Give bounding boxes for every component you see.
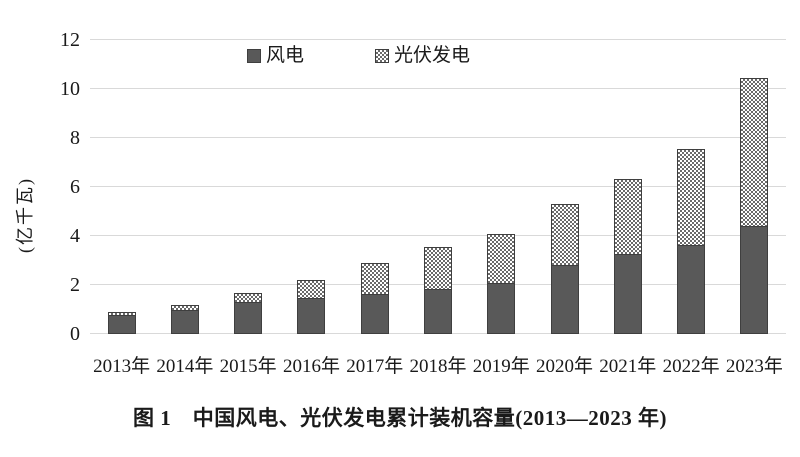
x-axis-label: 2015年 xyxy=(219,356,277,377)
bar-segment-solar xyxy=(487,233,516,284)
bar-stack xyxy=(677,149,706,334)
wind-swatch-icon xyxy=(247,48,261,63)
bar-segment-wind xyxy=(170,310,199,334)
legend-item-solar: 光伏发电 xyxy=(375,46,470,65)
bar-segment-wind xyxy=(424,288,452,334)
gridline xyxy=(90,137,786,138)
bar-stack xyxy=(424,247,452,334)
x-axis-label: 2013年 xyxy=(93,356,151,377)
gridline xyxy=(90,186,786,187)
figure-caption: 图 1 中国风电、光伏发电累计装机容量(2013—2023 年) xyxy=(133,406,667,430)
bar-stack xyxy=(613,179,642,334)
legend: 风电 光伏发电 xyxy=(247,46,470,65)
y-axis-tick-label: 0 xyxy=(70,323,80,345)
bar-stack xyxy=(550,204,579,334)
plot-area xyxy=(90,39,786,334)
bar-segment-wind xyxy=(613,253,642,334)
bar-segment-wind xyxy=(234,302,263,334)
x-axis-label: 2017年 xyxy=(346,356,404,377)
x-axis-label: 2016年 xyxy=(282,356,340,377)
bar-stack xyxy=(170,304,199,334)
bar-segment-wind xyxy=(487,282,516,334)
bar-segment-solar xyxy=(550,204,579,267)
bar-segment-wind xyxy=(360,293,389,334)
x-axis-label: 2018年 xyxy=(409,356,467,377)
x-axis-label: 2021年 xyxy=(599,356,657,377)
x-axis-label: 2014年 xyxy=(156,356,214,377)
gridline xyxy=(90,235,786,236)
legend-item-wind: 风电 xyxy=(247,46,304,65)
bar-stack xyxy=(107,311,136,334)
bar-segment-solar xyxy=(424,247,452,290)
y-axis-tick-label: 6 xyxy=(70,176,80,198)
y-axis-tick-label: 4 xyxy=(70,225,80,247)
legend-label-wind: 风电 xyxy=(266,45,305,66)
bar-segment-solar xyxy=(613,179,642,255)
solar-swatch-icon xyxy=(375,48,390,63)
bar-stack xyxy=(234,292,263,334)
legend-label-solar: 光伏发电 xyxy=(394,45,471,66)
bar-stack xyxy=(740,77,769,334)
bar-segment-solar xyxy=(360,262,389,295)
y-axis-tick-label: 10 xyxy=(60,78,80,100)
bar-stack xyxy=(360,262,389,334)
bar-segment-wind xyxy=(550,265,579,334)
bar-segment-solar xyxy=(297,279,326,299)
bar-segment-wind xyxy=(297,297,326,334)
x-axis-label: 2023年 xyxy=(725,356,783,377)
x-axis-label: 2022年 xyxy=(662,356,720,377)
y-axis-tick-label: 12 xyxy=(60,29,80,51)
bar-segment-solar xyxy=(740,77,769,227)
gridline xyxy=(90,88,786,89)
gridline xyxy=(90,39,786,40)
bar-segment-wind xyxy=(107,315,136,334)
x-axis-label: 2019年 xyxy=(472,356,530,377)
y-axis-title: (亿千瓦) xyxy=(15,177,35,253)
y-axis-tick-label: 2 xyxy=(70,274,80,296)
bar-stack xyxy=(297,279,326,334)
bar-segment-wind xyxy=(740,225,769,334)
bar-segment-wind xyxy=(677,244,706,334)
bar-stack xyxy=(487,233,516,334)
bar-segment-solar xyxy=(677,149,706,246)
x-axis-label: 2020年 xyxy=(536,356,594,377)
y-axis-tick-label: 8 xyxy=(70,127,80,149)
chart-area: (亿千瓦) 风电 光伏发电 0 2 4 6 8 10 12 2013年 2014年 2015年 20… xyxy=(15,29,786,377)
